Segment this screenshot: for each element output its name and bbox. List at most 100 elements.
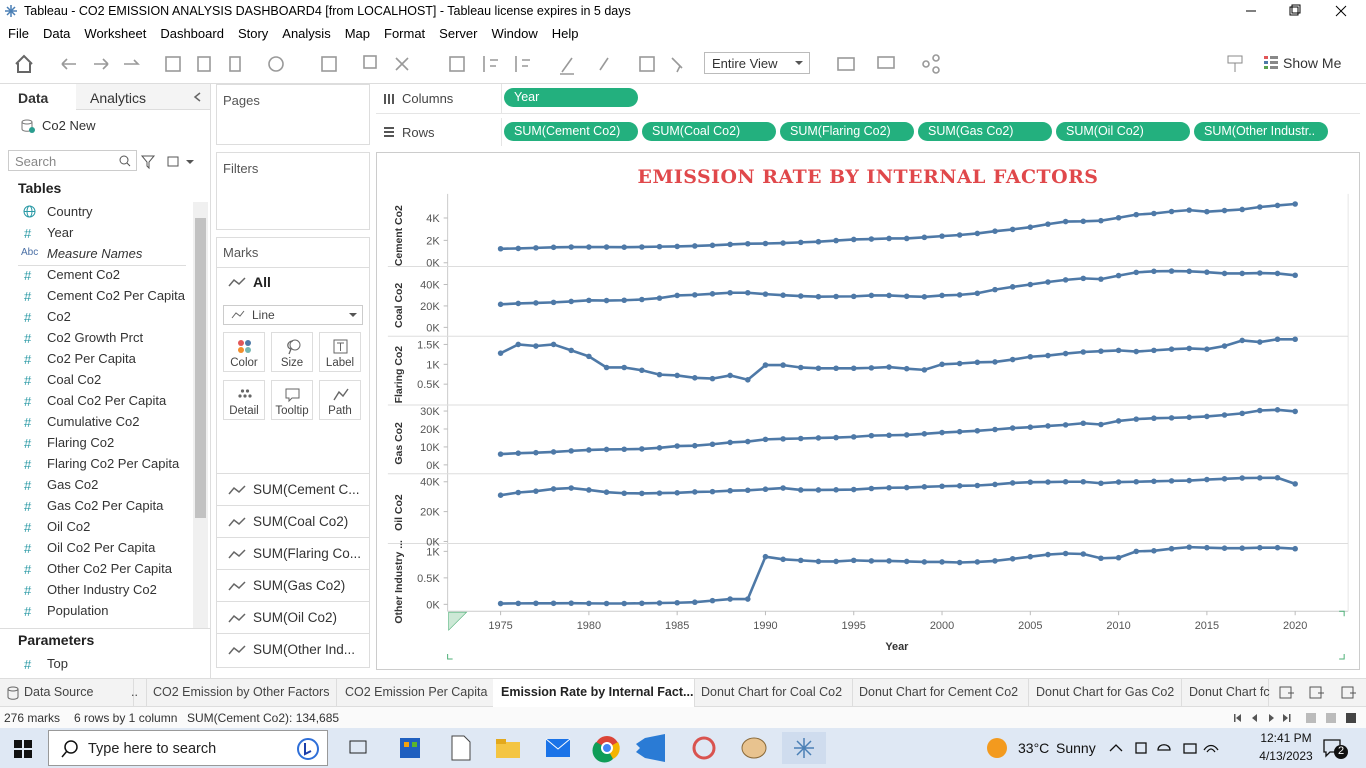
- data-point: [1009, 356, 1016, 363]
- field-item[interactable]: # Oil Co2: [0, 516, 190, 537]
- y-axis-title: Coal Co2: [394, 283, 405, 328]
- field-item[interactable]: # Top: [0, 653, 190, 674]
- sheet-tab[interactable]: [1028, 679, 1182, 707]
- data-point: [550, 600, 557, 607]
- menu-item[interactable]: Analysis: [282, 26, 331, 41]
- mark-type-dropdown[interactable]: Line: [223, 305, 363, 325]
- sheet-tab[interactable]: [123, 679, 147, 707]
- new-sheet-icons[interactable]: [1278, 685, 1358, 701]
- field-item[interactable]: # Cement Co2 Per Capita: [0, 285, 190, 306]
- measure-row[interactable]: SUM(Cement C...: [217, 473, 369, 505]
- data-point: [886, 235, 892, 242]
- data-point: [850, 486, 857, 493]
- data-point: [497, 245, 504, 252]
- window-controls[interactable]: [1236, 2, 1362, 20]
- field-item[interactable]: # Cement Co2: [0, 264, 190, 285]
- mark-button[interactable]: Detail: [223, 380, 265, 420]
- measure-row[interactable]: SUM(Flaring Co...: [217, 537, 369, 569]
- field-item[interactable]: # Co2 Per Capita: [0, 348, 190, 369]
- field-item[interactable]: # Co2 Growth Prct: [0, 327, 190, 348]
- field-item[interactable]: # Gas Co2: [0, 474, 190, 495]
- field-item[interactable]: # Coal Co2 Per Capita: [0, 390, 190, 411]
- sheet-tab[interactable]: [493, 679, 695, 707]
- menu-item[interactable]: Dashboard: [160, 26, 224, 41]
- menu-item[interactable]: File: [8, 26, 29, 41]
- sheet-tab[interactable]: [16, 679, 134, 707]
- data-point: [533, 245, 539, 251]
- data-tab[interactable]: Data: [18, 90, 49, 106]
- y-tick-label: 20K: [420, 507, 440, 519]
- scrollbar[interactable]: [193, 202, 208, 628]
- notifications-icon[interactable]: [1322, 737, 1352, 761]
- mark-button[interactable]: Color: [223, 332, 265, 372]
- measure-row[interactable]: SUM(Oil Co2): [217, 601, 369, 633]
- field-item[interactable]: # Gas Co2 Per Capita: [0, 495, 190, 516]
- field-item[interactable]: # Oil Co2 Per Capita: [0, 537, 190, 558]
- menu-item[interactable]: Window: [491, 26, 538, 41]
- globe-icon: [23, 205, 36, 218]
- data-point: [568, 485, 575, 491]
- field-item[interactable]: # Coal Co2: [0, 369, 190, 390]
- field-item[interactable]: # Flaring Co2 Per Capita: [0, 453, 190, 474]
- field-item[interactable]: # Co2: [0, 306, 190, 327]
- row-pill[interactable]: SUM(Flaring Co2): [780, 122, 914, 141]
- menu-item[interactable]: Format: [384, 26, 426, 41]
- data-point: [1186, 414, 1193, 421]
- taskbar-search[interactable]: Type here to search: [48, 730, 328, 766]
- menu-item[interactable]: Help: [551, 26, 579, 41]
- field-item[interactable]: # Cumulative Co2: [0, 411, 190, 432]
- datasource-name[interactable]: Co2 New: [42, 118, 96, 133]
- system-tray[interactable]: [1106, 738, 1226, 758]
- field-item[interactable]: # Flaring Co2: [0, 432, 190, 453]
- measure-row[interactable]: SUM(Other Ind...: [217, 633, 369, 665]
- button-label: Color: [230, 357, 258, 369]
- field-item[interactable]: # Population: [0, 600, 190, 621]
- field-item[interactable]: Country: [0, 201, 190, 222]
- field-list: Country # Year Abc Measure Names # Cement Co2 #…: [0, 201, 192, 627]
- data-point: [515, 450, 522, 456]
- taskbar-apps[interactable]: [340, 732, 830, 764]
- field-item[interactable]: # Other Co2 Per Capita: [0, 558, 190, 579]
- mark-button[interactable]: Label: [319, 332, 361, 372]
- sheet-tab[interactable]: [1181, 679, 1269, 707]
- field-name: Flaring Co2: [47, 435, 115, 450]
- mark-button[interactable]: Size: [271, 332, 313, 372]
- collapse-icon[interactable]: [192, 91, 204, 103]
- field-item[interactable]: # Other Industry Co2: [0, 579, 190, 600]
- menu-item[interactable]: Data: [42, 26, 71, 41]
- column-pill[interactable]: Year: [504, 88, 638, 107]
- measure-row[interactable]: SUM(Coal Co2): [217, 505, 369, 537]
- scroll-thumb[interactable]: [195, 218, 206, 518]
- sheet-tab[interactable]: [851, 679, 1029, 707]
- mark-button[interactable]: Tooltip: [271, 380, 313, 420]
- row-pill[interactable]: SUM(Other Industr..: [1194, 122, 1328, 141]
- menu-item[interactable]: Server: [439, 26, 478, 41]
- data-point: [1168, 415, 1175, 421]
- show-me[interactable]: Show Me: [1283, 55, 1342, 71]
- data-point: [1274, 270, 1281, 277]
- row-pill[interactable]: SUM(Gas Co2): [918, 122, 1052, 141]
- marks-all[interactable]: All: [253, 274, 271, 290]
- field-item[interactable]: Abc Measure Names: [0, 243, 190, 264]
- start-button[interactable]: [14, 740, 32, 758]
- menu-item[interactable]: Worksheet: [84, 26, 147, 41]
- field-item[interactable]: # Year: [0, 222, 190, 243]
- sheet-tab[interactable]: [693, 679, 853, 707]
- menu-item[interactable]: Map: [344, 26, 370, 41]
- measure-row[interactable]: SUM(Gas Co2): [217, 569, 369, 601]
- row-pill[interactable]: SUM(Oil Co2): [1056, 122, 1190, 141]
- view-mode-dropdown[interactable]: Entire View: [704, 52, 810, 74]
- data-point: [1204, 208, 1210, 215]
- status-nav[interactable]: [1232, 711, 1364, 725]
- search-box[interactable]: Search: [8, 150, 137, 171]
- data-point: [1133, 478, 1140, 485]
- sheet-tab[interactable]: [145, 679, 337, 707]
- row-pill[interactable]: SUM(Cement Co2): [504, 122, 638, 141]
- data-point: [656, 295, 663, 301]
- row-pill[interactable]: SUM(Coal Co2): [642, 122, 776, 141]
- analytics-tab[interactable]: Analytics: [90, 90, 147, 106]
- data-point: [727, 439, 733, 446]
- menu-item[interactable]: Story: [237, 26, 269, 41]
- mark-button[interactable]: Path: [319, 380, 361, 420]
- data-point: [1257, 475, 1263, 481]
